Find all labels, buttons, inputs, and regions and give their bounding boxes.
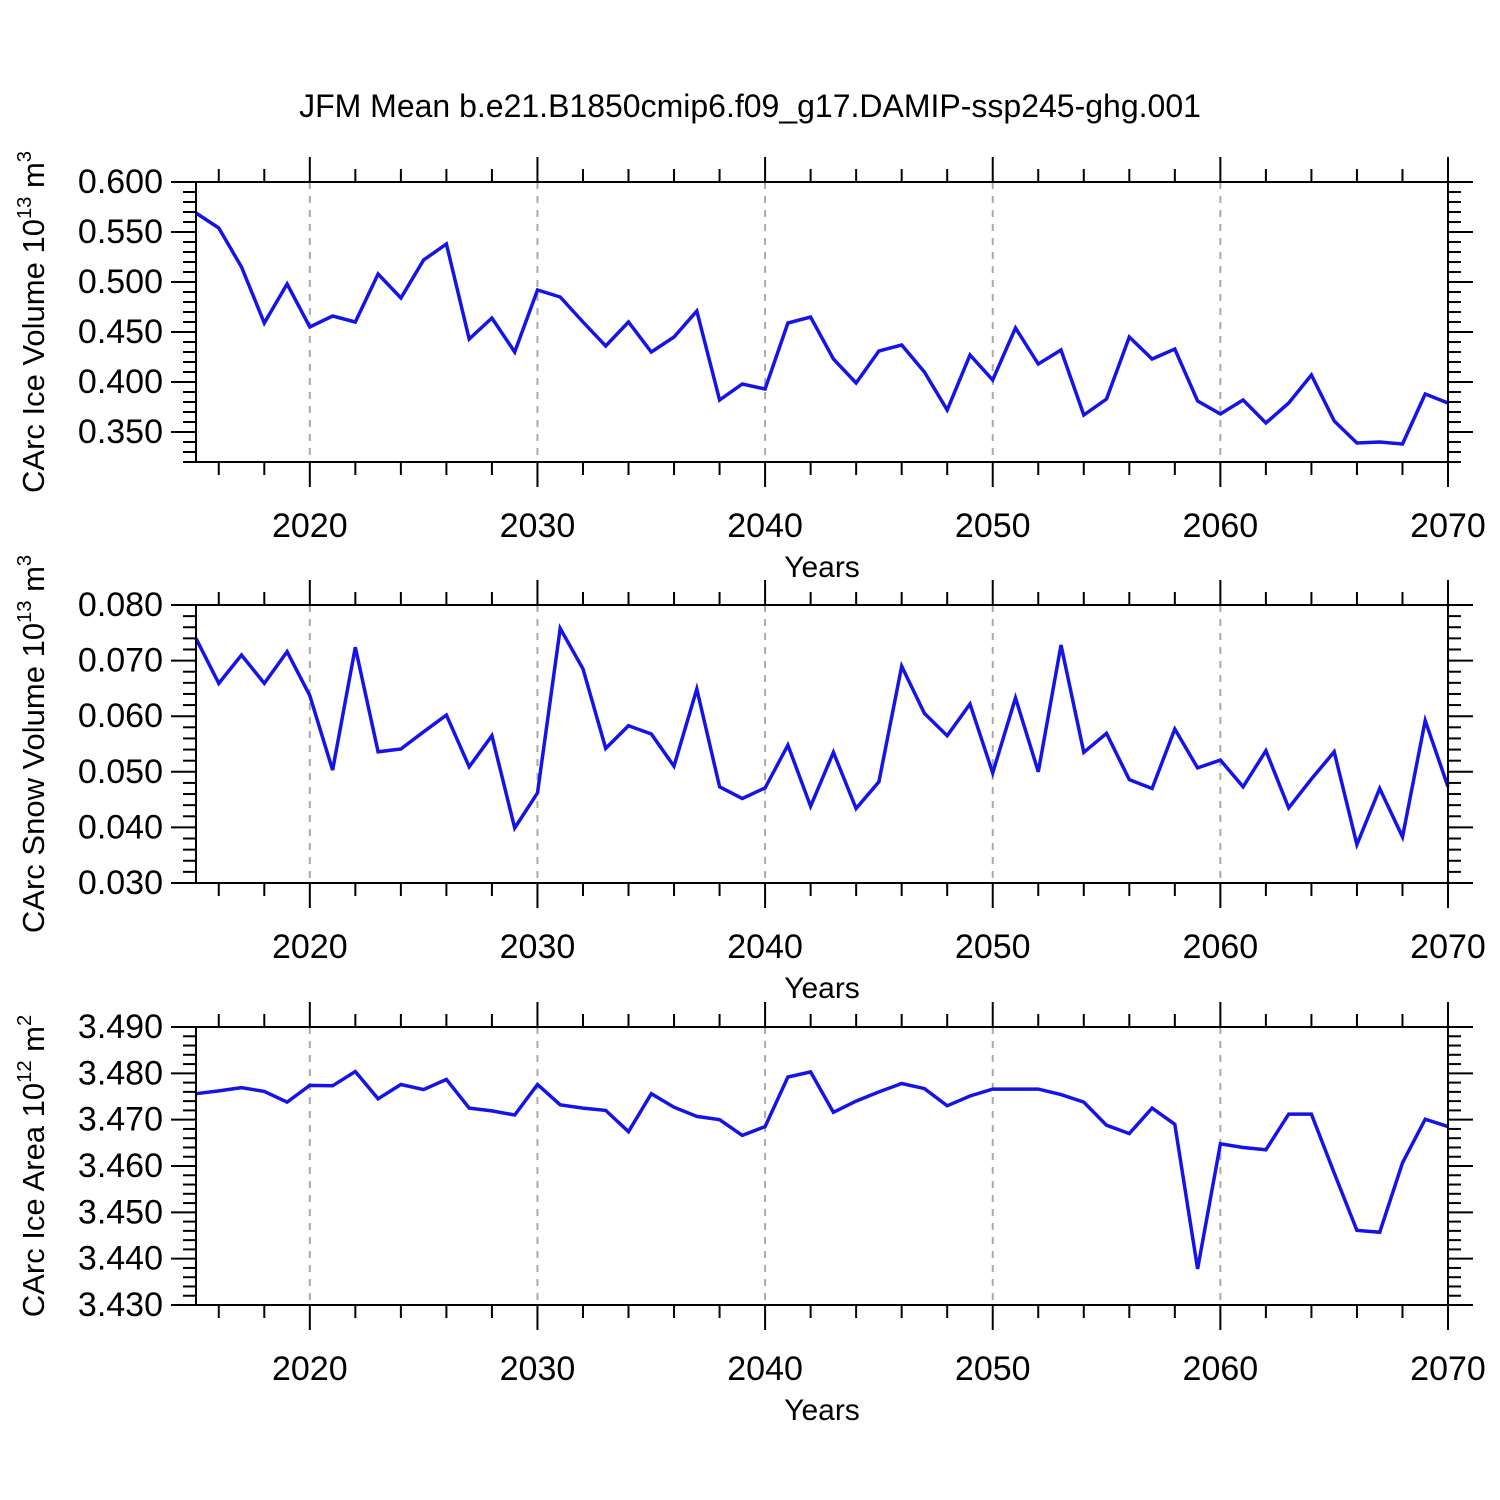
y-tick-label: 0.500 bbox=[78, 263, 163, 301]
y-tick-label: 3.470 bbox=[78, 1101, 163, 1139]
y-tick-label: 0.450 bbox=[78, 313, 163, 351]
y-axis-title-exponent: 2 bbox=[14, 1015, 36, 1026]
y-tick-label: 3.480 bbox=[78, 1054, 163, 1092]
y-tick-label: 0.400 bbox=[78, 363, 163, 401]
x-tick-label: 2030 bbox=[500, 507, 576, 545]
x-tick-label: 2060 bbox=[1183, 507, 1259, 545]
x-tick-label: 2040 bbox=[727, 928, 803, 966]
x-tick-label: 2020 bbox=[272, 928, 348, 966]
x-tick-label: 2060 bbox=[1183, 928, 1259, 966]
y-tick-label: 0.050 bbox=[78, 753, 163, 791]
x-tick-label: 2050 bbox=[955, 507, 1031, 545]
y-axis-title-text: CArc Snow Volume 10 bbox=[16, 623, 51, 933]
y-axis-title-exponent: 13 bbox=[14, 601, 36, 623]
y-tick-label: 0.550 bbox=[78, 213, 163, 251]
x-tick-label: 2030 bbox=[500, 928, 576, 966]
chart-title: JFM Mean b.e21.B1850cmip6.f09_g17.DAMIP-… bbox=[299, 88, 1201, 124]
y-axis-title-text: m bbox=[16, 162, 51, 196]
x-tick-label: 2050 bbox=[955, 928, 1031, 966]
y-tick-label: 3.440 bbox=[78, 1240, 163, 1278]
y-axis-title-exponent: 3 bbox=[14, 151, 36, 162]
y-axis-title: CArc Snow Volume 1013 m3 bbox=[14, 555, 51, 933]
x-tick-label: 2070 bbox=[1410, 1350, 1486, 1388]
x-tick-label: 2070 bbox=[1410, 928, 1486, 966]
y-tick-label: 0.070 bbox=[78, 642, 163, 680]
y-tick-label: 0.040 bbox=[78, 808, 163, 846]
y-axis-title-exponent: 13 bbox=[14, 197, 36, 219]
x-tick-label: 2020 bbox=[272, 507, 348, 545]
y-tick-label: 3.430 bbox=[78, 1286, 163, 1324]
x-tick-label: 2040 bbox=[727, 1350, 803, 1388]
panel-border bbox=[195, 604, 1449, 884]
y-axis-title-text: CArc Ice Volume 10 bbox=[16, 219, 51, 493]
x-tick-label: 2050 bbox=[955, 1350, 1031, 1388]
y-tick-label: 3.450 bbox=[78, 1193, 163, 1231]
y-tick-label: 0.060 bbox=[78, 697, 163, 735]
y-axis-title-exponent: 12 bbox=[14, 1060, 36, 1082]
y-axis-title-text: m bbox=[16, 566, 51, 600]
x-tick-label: 2030 bbox=[500, 1350, 576, 1388]
panel-border bbox=[195, 181, 1449, 463]
y-tick-label: 0.080 bbox=[78, 586, 163, 624]
y-tick-label: 3.490 bbox=[78, 1008, 163, 1046]
y-axis-title: CArc Ice Area 1012 m2 bbox=[14, 1015, 51, 1317]
x-axis-title: Years bbox=[784, 1394, 860, 1427]
x-tick-label: 2020 bbox=[272, 1350, 348, 1388]
y-tick-label: 0.600 bbox=[78, 163, 163, 201]
x-tick-label: 2070 bbox=[1410, 507, 1486, 545]
data-line-carc-snow-volume bbox=[194, 623, 1450, 851]
data-line-carc-ice-volume bbox=[195, 211, 1449, 446]
y-axis-title-exponent: 3 bbox=[14, 555, 36, 566]
y-tick-label: 0.030 bbox=[78, 864, 163, 902]
y-axis-title-text: CArc Ice Area 10 bbox=[16, 1083, 51, 1317]
data-line-carc-ice-area bbox=[195, 1069, 1449, 1270]
y-axis-title: CArc Ice Volume 1013 m3 bbox=[14, 151, 51, 493]
y-axis-title-text: m bbox=[16, 1026, 51, 1060]
panel-border bbox=[195, 1026, 1449, 1306]
x-tick-label: 2040 bbox=[727, 507, 803, 545]
x-tick-label: 2060 bbox=[1183, 1350, 1259, 1388]
x-axis-title: Years bbox=[784, 551, 860, 584]
y-tick-label: 0.350 bbox=[78, 413, 163, 451]
x-axis-title: Years bbox=[784, 972, 860, 1005]
y-tick-label: 3.460 bbox=[78, 1147, 163, 1185]
